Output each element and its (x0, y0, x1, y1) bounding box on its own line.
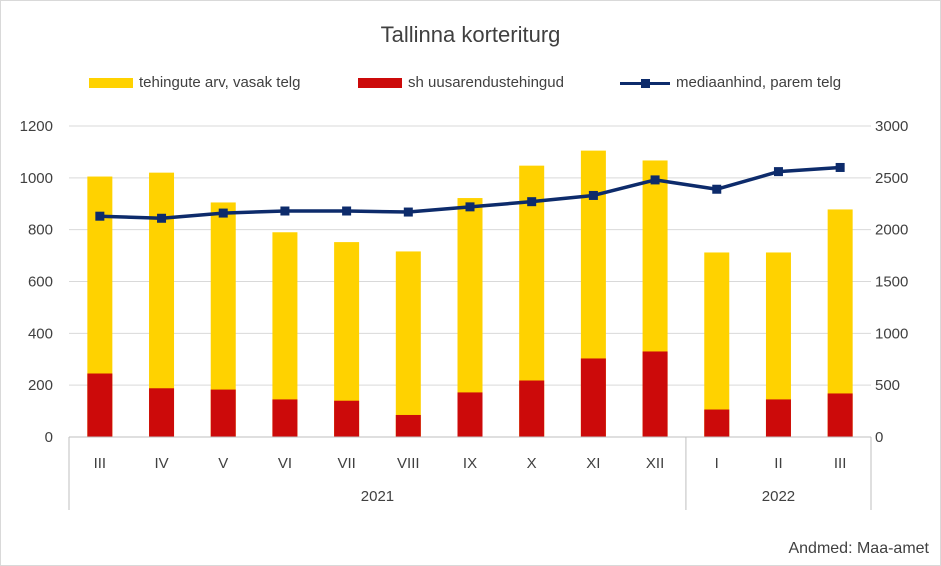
y-left-tick-label: 400 (28, 325, 53, 342)
median-price-marker (157, 213, 167, 223)
x-tick-label: I (715, 455, 719, 472)
median-price-marker (773, 167, 783, 177)
bar-new-development (334, 400, 360, 437)
bar-new-development (765, 399, 791, 437)
y-right-tick-label: 2000 (875, 222, 908, 239)
y-left-tick-label: 200 (28, 377, 53, 394)
group-label: 2022 (762, 488, 795, 505)
x-tick-label: XII (646, 455, 664, 472)
median-price-marker (465, 202, 475, 212)
x-tick-label: V (218, 455, 228, 472)
x-tick-label: XI (586, 455, 600, 472)
x-tick-label: X (527, 455, 537, 472)
bar-transactions (395, 251, 421, 437)
legend-swatch-transactions (89, 77, 133, 88)
bar-transactions (704, 252, 730, 437)
bar-new-development (272, 399, 298, 437)
median-price-marker (835, 162, 845, 172)
x-tick-label: IV (154, 455, 168, 472)
legend-swatch-new-development (358, 77, 402, 88)
median-price-marker (218, 208, 228, 218)
x-tick-label: VI (278, 455, 292, 472)
group-label: 2021 (361, 488, 394, 505)
median-price-marker (280, 206, 290, 216)
chart-source: Andmed: Maa-amet (788, 540, 929, 557)
median-price-marker (342, 206, 352, 216)
median-price-marker (95, 211, 105, 221)
x-tick-label: II (774, 455, 782, 472)
bar-new-development (827, 393, 853, 437)
chart-title: Tallinna korteriturg (380, 22, 561, 47)
x-tick-label: VIII (397, 455, 420, 472)
median-price-marker (588, 190, 598, 200)
y-right-tick-label: 1000 (875, 325, 908, 342)
x-tick-label: III (834, 455, 847, 472)
legend-label-new-development: sh uusarendustehingud (408, 74, 564, 91)
bar-new-development (580, 358, 606, 437)
bar-new-development (704, 409, 730, 437)
median-price-marker (650, 175, 660, 185)
legend-item-transactions: tehingute arv, vasak telg (89, 74, 300, 91)
bar-new-development (395, 414, 421, 437)
y-right-tick-label: 2500 (875, 170, 908, 187)
y-left-tick-label: 800 (28, 222, 53, 239)
x-tick-label: III (94, 455, 107, 472)
bar-new-development (642, 351, 668, 437)
bar-new-development (210, 389, 236, 437)
y-right-tick-label: 500 (875, 377, 900, 394)
median-price-marker (712, 184, 722, 194)
y-right-tick-label: 3000 (875, 118, 908, 135)
legend-item-median-price: mediaanhind, parem telg (620, 74, 841, 91)
bar-new-development (519, 380, 545, 437)
y-right-tick-label: 0 (875, 429, 883, 446)
y-right-tick-label: 1500 (875, 274, 908, 291)
bar-new-development (87, 373, 113, 437)
bar-new-development (457, 392, 483, 437)
y-left-tick-label: 0 (45, 429, 53, 446)
median-price-marker (403, 207, 413, 217)
bar-new-development (149, 388, 175, 437)
x-tick-label: VII (337, 455, 355, 472)
legend-swatch-median-price (620, 77, 670, 89)
legend-label-median-price: mediaanhind, parem telg (676, 74, 842, 91)
y-left-tick-label: 1000 (20, 170, 53, 187)
legend-item-new-development: sh uusarendustehingud (358, 74, 564, 91)
legend-label-transactions: tehingute arv, vasak telg (139, 74, 301, 91)
x-tick-label: IX (463, 455, 477, 472)
y-left-tick-label: 1200 (20, 118, 53, 135)
median-price-marker (527, 197, 537, 207)
y-left-tick-label: 600 (28, 274, 53, 291)
